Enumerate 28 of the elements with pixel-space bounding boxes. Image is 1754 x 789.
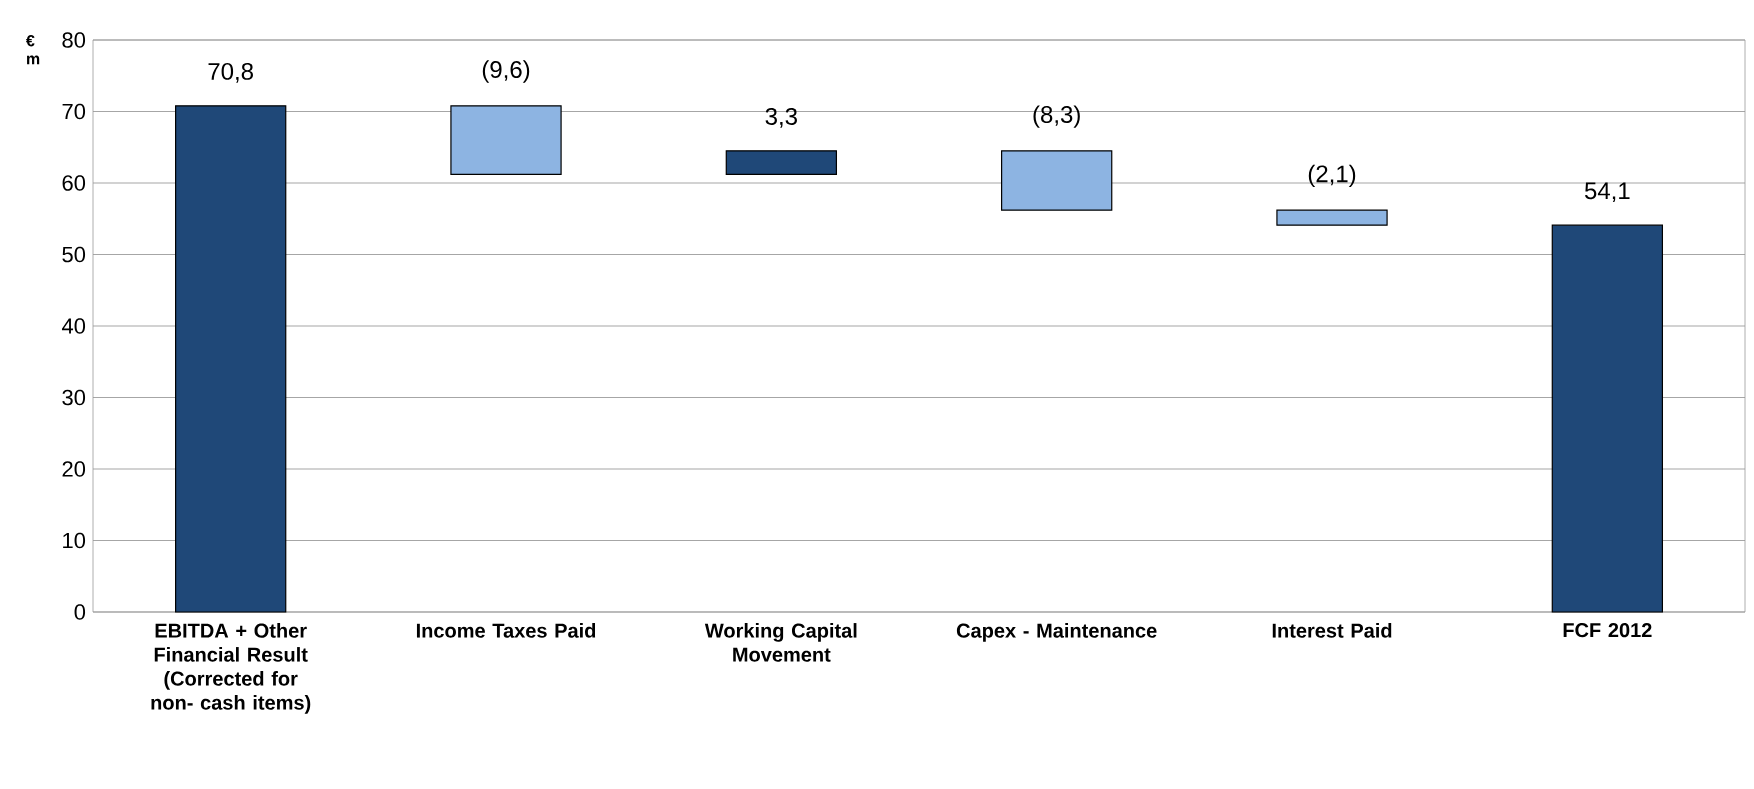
y-axis-title: € m <box>26 35 40 65</box>
y-tick-label: 60 <box>62 175 86 191</box>
x-tick-label: EBITDA + Other Financial Result (Corrected for non- cash items) <box>151 623 311 714</box>
x-tick-label: Working Capital Movement <box>704 623 857 662</box>
data-label: 54,1 <box>1584 182 1630 203</box>
y-tick-label: 70 <box>62 103 86 120</box>
data-label: (2,1) <box>1308 164 1356 188</box>
x-tick-label: Income Taxes Paid <box>416 623 596 638</box>
data-label: (8,3) <box>1033 105 1080 128</box>
bar <box>450 105 562 176</box>
y-tick-label: 50 <box>62 246 86 263</box>
bar <box>1276 209 1388 226</box>
y-tick-label: 80 <box>62 32 86 48</box>
x-tick-label: Capex - Maintenance <box>956 623 1157 642</box>
y-tick-label: 20 <box>62 461 86 477</box>
y-tick-label: 40 <box>61 318 86 334</box>
bar <box>1551 224 1664 613</box>
bar <box>1001 150 1113 211</box>
bar <box>175 105 287 613</box>
x-tick-label: Interest Paid <box>1272 623 1392 638</box>
y-tick-label: 30 <box>62 389 86 406</box>
y-tick-label: 10 <box>63 532 86 549</box>
data-label: (9,6) <box>482 60 530 83</box>
data-label: 3,3 <box>765 107 797 128</box>
y-tick-label: 0 <box>74 604 86 620</box>
data-label: 70,8 <box>208 62 253 83</box>
x-tick-label: FCF 2012 <box>1563 623 1652 638</box>
bar <box>725 150 838 176</box>
